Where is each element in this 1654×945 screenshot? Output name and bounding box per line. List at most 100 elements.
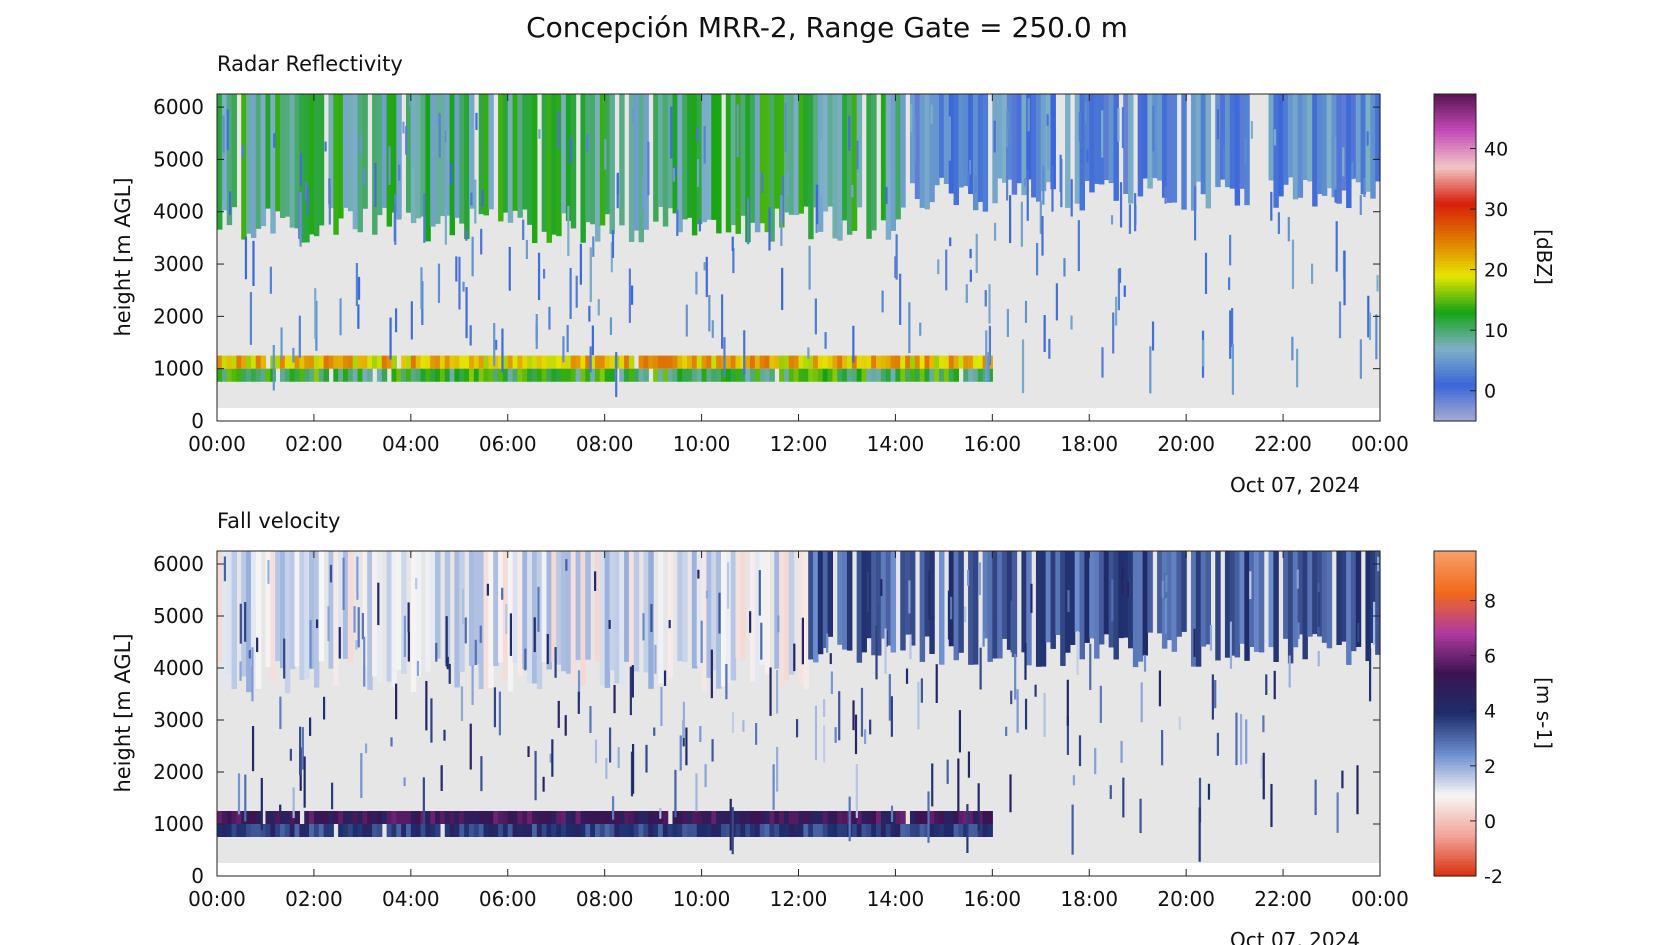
heatmap-cell [522,355,528,369]
heatmap-cell [1157,551,1163,634]
heatmap-cell [832,355,838,369]
heatmap-cell [667,824,674,837]
heatmap-streak [1287,216,1290,242]
x-tick-label: 04:00 [382,432,440,456]
heatmap-cell [527,551,533,684]
heatmap-cell [905,355,911,369]
heatmap-streak [927,791,930,843]
heatmap-streak [360,753,363,798]
heatmap-cell [478,94,485,215]
heatmap-cell [968,824,974,837]
heatmap-cell [972,811,979,824]
heatmap-cell [963,824,969,837]
heatmap-cell [943,355,950,369]
heatmap-streak [551,739,554,777]
heatmap-cell [745,94,751,243]
x-tick-label: 06:00 [479,432,537,456]
heatmap-streak [464,617,467,644]
heatmap-cell [764,551,771,675]
heatmap-cell [551,811,557,824]
colorbar-segment [1434,668,1476,672]
colorbar-segment [1434,830,1476,835]
heatmap-streak [508,246,511,291]
heatmap-cell [246,94,252,234]
heatmap-cell [846,94,853,235]
heatmap-cell [701,824,708,837]
heatmap-cell [333,94,339,235]
colorbar-segment [1434,794,1476,799]
heatmap-streak [1317,650,1320,667]
heatmap-cell [900,355,906,369]
fall-velocity-date-label: Oct 07, 2024 [1230,928,1360,945]
heatmap-cell [953,811,960,824]
heatmap-cell [1171,94,1178,203]
heatmap-cell [822,811,829,824]
heatmap-streak [711,320,714,338]
heatmap-streak [1229,621,1233,669]
heatmap-cell [1224,94,1231,188]
heatmap-cell [512,368,519,382]
heatmap-cell [924,94,930,210]
colorbar-segment [1434,785,1476,790]
heatmap-cell [309,355,315,369]
colorbar-segment [1434,363,1476,368]
heatmap-streak [608,619,611,629]
heatmap-cell [270,824,276,837]
heatmap-cell [289,551,296,670]
heatmap-streak [814,705,818,761]
y-tick-label: 6000 [153,95,204,119]
colorbar-segment [1434,566,1476,570]
heatmap-cell [716,811,722,824]
colorbar-segment [1434,215,1476,219]
heatmap-cell [754,355,761,369]
heatmap-cell [1283,94,1289,185]
heatmap-cell [711,811,717,824]
heatmap-streak [309,620,312,669]
heatmap-cell [619,551,625,685]
heatmap-cell [1147,551,1153,633]
heatmap-streak [660,686,663,727]
heatmap-cell [977,368,984,382]
heatmap-cell [347,551,354,663]
heatmap-streak [533,617,536,653]
heatmap-cell [779,824,785,837]
heatmap-cell [871,94,877,231]
heatmap-streak [564,715,567,736]
heatmap-cell [294,355,300,369]
heatmap-streak [985,330,988,383]
colorbar-tick-label: 2 [1484,756,1496,778]
heatmap-cell [342,355,349,369]
heatmap-streak [731,807,734,855]
heatmap-streak [577,691,580,714]
colorbar-segment [1434,127,1476,131]
heatmap-cell [754,94,761,233]
heatmap-cell [275,355,281,369]
heatmap-cell [987,824,993,837]
heatmap-cell [963,368,969,382]
heatmap-cell [783,551,790,681]
heatmap-cell [880,811,887,824]
heatmap-streak [1235,712,1238,766]
colorbar-segment [1434,339,1476,343]
colorbar-segment [1434,308,1476,313]
heatmap-cell [740,824,746,837]
heatmap-cell [396,824,402,837]
heatmap-cell [454,368,460,382]
y-tick-label: 0 [191,864,204,888]
heatmap-streak [994,620,998,637]
heatmap-cell [459,824,465,837]
heatmap-streak [469,325,472,346]
colorbar-segment [1434,103,1476,107]
heatmap-cell [260,368,267,382]
heatmap-streak [577,670,581,701]
heatmap-cell [648,811,654,824]
heatmap-streak [222,152,225,202]
heatmap-streak [1099,685,1102,723]
colorbar-segment [1434,251,1476,256]
heatmap-streak [928,570,931,621]
heatmap-cell [454,94,460,218]
heatmap-cell [284,824,291,837]
heatmap-streak [1016,689,1019,733]
heatmap-cell [449,368,456,382]
colorbar-segment [1434,674,1476,678]
